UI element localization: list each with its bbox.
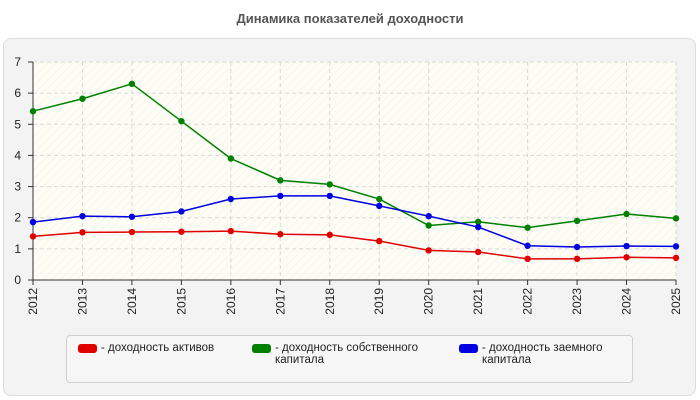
x-tick-label: 2016 (224, 288, 238, 315)
x-tick-label: 2020 (422, 288, 436, 315)
data-point (376, 195, 383, 203)
x-tick-label: 2022 (521, 288, 535, 315)
legend-label-debt: - доходность заемного капитала (482, 342, 603, 366)
data-point (573, 255, 581, 263)
y-tick-label: 0 (14, 273, 21, 287)
data-point (425, 222, 432, 229)
data-point (277, 192, 284, 200)
data-point (277, 177, 284, 184)
data-point (623, 210, 630, 218)
data-point (128, 213, 136, 220)
data-point (524, 242, 531, 249)
data-point (474, 223, 482, 231)
data-point (672, 243, 680, 250)
plot-area (33, 62, 676, 280)
data-point (326, 192, 333, 200)
data-point (326, 181, 333, 188)
data-point (178, 117, 185, 125)
x-tick-label: 2015 (174, 288, 188, 315)
data-point (79, 95, 86, 102)
data-point (474, 248, 482, 256)
data-point (326, 231, 333, 239)
data-point (672, 254, 680, 262)
data-point (227, 155, 235, 162)
x-tick-label: 2018 (323, 288, 337, 315)
data-point (29, 218, 37, 226)
x-tick-label: 2019 (372, 288, 386, 315)
y-tick-label: 2 (14, 211, 21, 225)
series-line-1 (32, 82, 677, 229)
data-point (277, 231, 284, 238)
data-point (227, 195, 235, 203)
x-tick-label: 2025 (669, 288, 683, 315)
data-point (474, 218, 482, 225)
legend-label-equity: - доходность собственного капитала (275, 342, 418, 366)
data-point (573, 243, 581, 251)
data-point (376, 237, 383, 245)
x-tick-label: 2023 (570, 288, 584, 315)
legend-label-assets: - доходность активов (101, 342, 215, 354)
x-tick-label: 2014 (125, 288, 139, 315)
data-point (178, 208, 185, 215)
data-point (425, 247, 432, 254)
x-tick-label: 2024 (620, 288, 634, 315)
data-point (128, 228, 136, 236)
data-point (623, 254, 630, 261)
data-point (376, 202, 383, 210)
data-point (128, 80, 136, 88)
data-point (623, 242, 630, 250)
x-tick-label: 2012 (26, 288, 40, 315)
x-tick-label: 2017 (273, 288, 287, 315)
legend-swatch-debt (459, 344, 478, 353)
data-point (178, 228, 185, 235)
data-point (425, 212, 432, 220)
x-tick-label: 2013 (75, 288, 89, 315)
data-point (79, 212, 86, 220)
legend-swatch-assets (78, 344, 97, 353)
y-tick-label: 3 (14, 180, 21, 194)
data-point (524, 255, 531, 263)
data-point (672, 215, 680, 222)
x-tick-label: 2021 (471, 288, 485, 315)
legend-swatch-equity (252, 344, 271, 353)
data-point (573, 217, 581, 225)
y-tick-label: 7 (14, 55, 21, 69)
chart-title: Динамика показателей доходности (236, 11, 464, 26)
y-tick-label: 6 (14, 86, 21, 100)
y-tick-label: 1 (14, 242, 21, 256)
data-point (29, 108, 37, 115)
legend: - доходность активов - доходность собств… (66, 335, 633, 383)
series-line-2 (32, 195, 677, 248)
data-point (227, 227, 235, 235)
y-tick-label: 5 (14, 117, 21, 131)
data-point (524, 224, 531, 231)
y-tick-label: 4 (14, 148, 21, 162)
series-line-0 (32, 230, 677, 260)
data-point (79, 229, 86, 236)
data-point (29, 233, 37, 240)
